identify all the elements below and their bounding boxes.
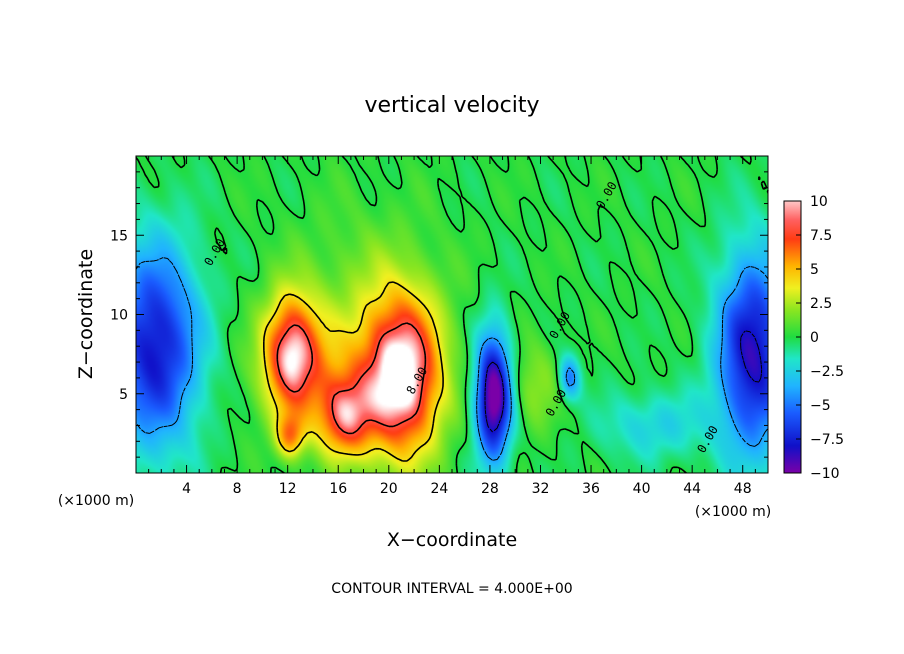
x-tick-label: 24	[430, 481, 448, 497]
contour-positive-8	[276, 322, 427, 435]
colorbar-tick-label: −5	[810, 398, 831, 414]
colorbar-tick-label: −10	[810, 466, 840, 482]
x-unit-right: (×1000 m)	[695, 504, 771, 520]
chart-title: vertical velocity	[364, 93, 539, 118]
x-tick-label: 28	[481, 481, 499, 497]
x-axis-label: X−coordinate	[387, 529, 517, 551]
contour-negative-4	[135, 257, 769, 461]
colorbar-tick-label: −7.5	[810, 432, 844, 448]
colorbar-ticks: 10 7.5 5 2.5 0 −2.5 −5 −7.5 −10	[796, 194, 844, 482]
contour-lines	[135, 155, 769, 474]
x-axis: 4 8 12 16 20 24 28 32 36 40 44 48	[148, 156, 756, 497]
x-tick-label: 36	[582, 481, 600, 497]
colorbar-tick-label: 10	[810, 194, 828, 210]
contour-positive-4	[263, 281, 444, 462]
y-axis-label: Z−coordinate	[75, 249, 97, 379]
x-tick-label: 40	[633, 481, 651, 497]
y-tick-label: 15	[110, 228, 128, 244]
x-tick-label: 48	[734, 481, 752, 497]
colorbar-tick-label: 5	[810, 262, 819, 278]
x-tick-label: 44	[683, 481, 701, 497]
colorbar-tick-label: 2.5	[810, 296, 832, 312]
y-tick-label: 10	[110, 308, 128, 324]
y-axis: 5 10 15	[110, 171, 768, 458]
colorbar-tick-label: 0	[810, 330, 819, 346]
contour-zero	[135, 155, 769, 474]
x-tick-label: 16	[329, 481, 347, 497]
x-unit-left: (×1000 m)	[58, 493, 134, 509]
plot-area: 0.000.000.008.000.000.00	[135, 155, 769, 474]
y-tick-label: 5	[119, 387, 128, 403]
x-tick-label: 8	[233, 481, 242, 497]
x-tick-label: 20	[380, 481, 398, 497]
colorbar: 10 7.5 5 2.5 0 −2.5 −5 −7.5 −10	[783, 194, 844, 482]
colorbar-tick-label: 7.5	[810, 228, 832, 244]
x-tick-label: 32	[532, 481, 550, 497]
contour-negative-8	[484, 330, 763, 433]
x-tick-label: 4	[182, 481, 191, 497]
colorbar-tick-label: −2.5	[810, 364, 844, 380]
contour-interval-note: CONTOUR INTERVAL = 4.000E+00	[331, 581, 572, 597]
x-tick-label: 12	[279, 481, 297, 497]
